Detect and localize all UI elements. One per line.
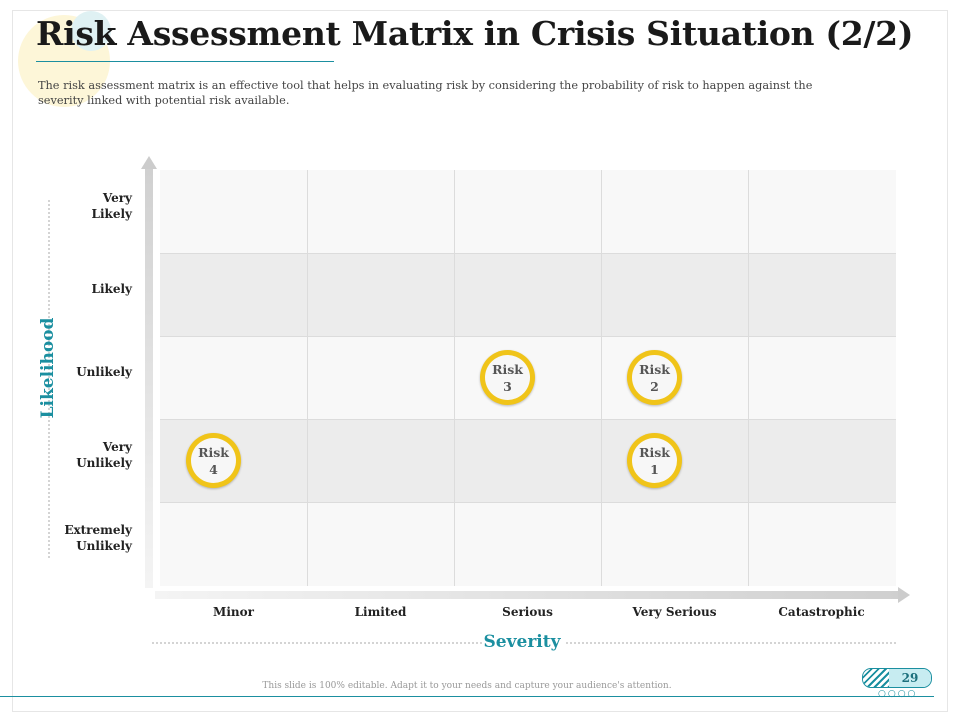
page-number-badge: 29: [862, 668, 932, 688]
matrix-column-divider: [601, 170, 602, 586]
risk-matrix-grid: [160, 170, 896, 586]
risk-label: Risk: [639, 444, 670, 460]
page-dots-decoration: ○○○○: [878, 689, 918, 699]
likelihood-label: Extremely Unlikely: [64, 522, 132, 553]
matrix-row-divider: [160, 502, 896, 503]
matrix-row-band: [160, 253, 896, 336]
matrix-row-divider: [160, 253, 896, 254]
severity-label: Serious: [502, 605, 553, 619]
footer-note: This slide is 100% editable. Adapt it to…: [262, 681, 672, 691]
likelihood-dotted-guide: [48, 200, 50, 558]
likelihood-label: Very Likely: [91, 190, 132, 221]
risk-number: 3: [503, 378, 512, 394]
matrix-column-divider: [454, 170, 455, 586]
title-underline: [36, 61, 334, 62]
severity-label: Minor: [213, 605, 254, 619]
severity-dotted-guide-left: [152, 642, 482, 644]
likelihood-arrow-head: [141, 156, 157, 169]
likelihood-label: Unlikely: [76, 364, 132, 379]
risk-marker-label: Risk 1: [632, 438, 677, 483]
likelihood-axis-title: Likelihood: [38, 317, 58, 419]
matrix-row-divider: [160, 336, 896, 337]
footer-line: [0, 696, 934, 697]
severity-label: Limited: [354, 605, 407, 619]
likelihood-label: Very Unlikely: [76, 439, 132, 470]
risk-number: 4: [209, 461, 218, 477]
severity-label: Catastrophic: [778, 605, 865, 619]
risk-label: Risk: [639, 361, 670, 377]
severity-arrow-head: [898, 587, 910, 603]
risk-marker-label: Risk 4: [191, 438, 236, 483]
likelihood-axis-arrow: [145, 168, 153, 588]
matrix-column-divider: [307, 170, 308, 586]
matrix-row-divider: [160, 419, 896, 420]
risk-number: 1: [650, 461, 659, 477]
risk-marker: Risk 4: [186, 433, 241, 488]
risk-marker: Risk 1: [627, 433, 682, 488]
risk-label: Risk: [492, 361, 523, 377]
likelihood-label: Likely: [91, 281, 132, 296]
risk-marker: Risk 2: [627, 350, 682, 405]
severity-dotted-guide-right: [566, 642, 896, 644]
risk-marker-label: Risk 2: [632, 355, 677, 400]
slide-title: Risk Assessment Matrix in Crisis Situati…: [36, 14, 914, 53]
risk-label: Risk: [198, 444, 229, 460]
risk-marker-label: Risk 3: [485, 355, 530, 400]
page-badge-hatch: [863, 669, 889, 687]
matrix-row-band: [160, 170, 896, 253]
matrix-column-divider: [748, 170, 749, 586]
matrix-row-band: [160, 419, 896, 502]
risk-marker: Risk 3: [480, 350, 535, 405]
risk-number: 2: [650, 378, 659, 394]
decorative-circle-teal: [71, 11, 111, 51]
matrix-row-band: [160, 502, 896, 586]
severity-axis-arrow: [155, 591, 899, 599]
page-number: 29: [889, 669, 931, 687]
slide-description: The risk assessment matrix is an effecti…: [38, 79, 813, 107]
severity-label: Very Serious: [632, 605, 717, 619]
